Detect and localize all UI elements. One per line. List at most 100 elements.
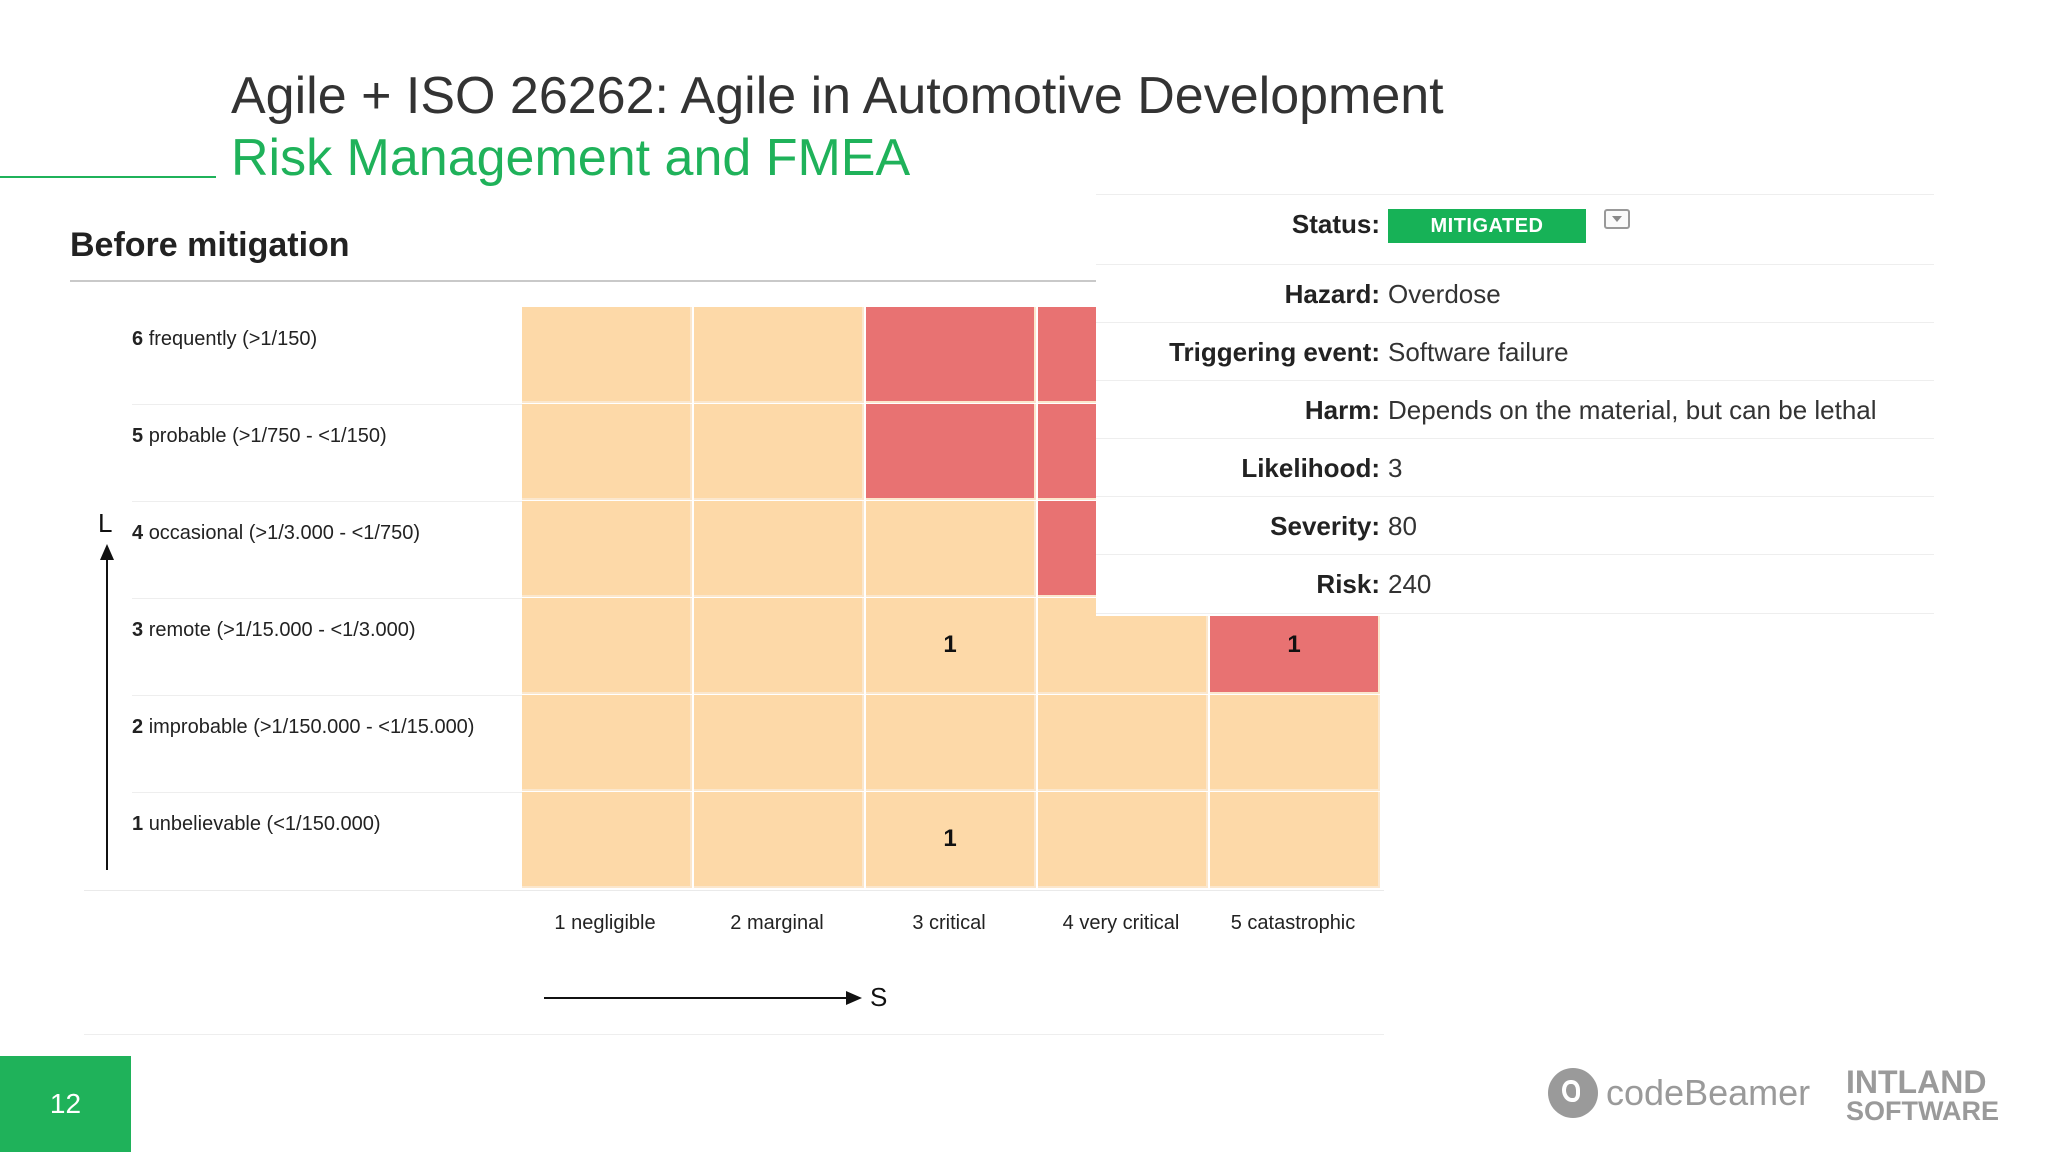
row-divider bbox=[132, 792, 522, 793]
row-number: 5 bbox=[132, 425, 144, 447]
matrix-cell bbox=[866, 501, 1036, 597]
col-number: 4 bbox=[1062, 912, 1074, 934]
likelihood-label: Likelihood: bbox=[1241, 453, 1380, 483]
matrix-cell bbox=[866, 695, 1036, 791]
col-text: negligible bbox=[571, 912, 656, 934]
matrix-cell bbox=[522, 307, 692, 403]
matrix-cell bbox=[866, 404, 1036, 500]
col-text: critical bbox=[929, 912, 986, 934]
harm-value: Depends on the material, but can be leth… bbox=[1388, 395, 1877, 425]
matrix-cell: 1 bbox=[866, 598, 1036, 694]
row-label: 4 occasional (>1/3.000 - <1/750) bbox=[132, 522, 420, 545]
row-number: 1 bbox=[132, 813, 144, 835]
row-label: 6 frequently (>1/150) bbox=[132, 328, 317, 351]
row-text: probable (>1/750 - <1/150) bbox=[148, 425, 387, 447]
detail-row-severity: Severity: 80 bbox=[1096, 496, 1934, 555]
risk-label: Risk: bbox=[1316, 569, 1380, 599]
severity-value: 80 bbox=[1388, 511, 1417, 541]
matrix-cell bbox=[694, 792, 864, 888]
company-logo-line2: SOFTWARE bbox=[1846, 1096, 1999, 1126]
matrix-cell bbox=[522, 792, 692, 888]
row-number: 2 bbox=[132, 716, 144, 738]
col-label: 2 marginal bbox=[692, 912, 862, 935]
col-number: 5 bbox=[1230, 912, 1242, 934]
detail-row-likelihood: Likelihood: 3 bbox=[1096, 438, 1934, 497]
col-number: 3 bbox=[912, 912, 924, 934]
matrix-cell bbox=[694, 598, 864, 694]
harm-label: Harm: bbox=[1304, 395, 1380, 425]
detail-row-triggering-event: Triggering event: Software failure bbox=[1096, 322, 1934, 381]
row-label: 1 unbelievable (<1/150.000) bbox=[132, 813, 381, 836]
matrix-cell bbox=[694, 501, 864, 597]
risk-value: 240 bbox=[1388, 569, 1432, 599]
row-label: 5 probable (>1/750 - <1/150) bbox=[132, 425, 387, 448]
col-label: 1 negligible bbox=[520, 912, 690, 935]
row-divider bbox=[132, 695, 522, 696]
matrix-cell bbox=[694, 404, 864, 500]
col-text: very critical bbox=[1079, 912, 1180, 934]
row-text: unbelievable (<1/150.000) bbox=[148, 813, 381, 835]
matrix-footer-divider bbox=[84, 1034, 1384, 1035]
codebeamer-logo-text: codeBeamer bbox=[1606, 1072, 1811, 1113]
matrix-cell bbox=[866, 307, 1036, 403]
likelihood-value: 3 bbox=[1388, 453, 1403, 483]
title-divider bbox=[0, 176, 216, 178]
severity-label: Severity: bbox=[1270, 511, 1380, 541]
dropdown-arrow-icon[interactable] bbox=[1604, 209, 1630, 229]
col-label: 5 catastrophic bbox=[1208, 912, 1378, 935]
hazard-value: Overdose bbox=[1388, 279, 1501, 309]
row-number: 6 bbox=[132, 328, 144, 350]
col-text: catastrophic bbox=[1247, 912, 1356, 934]
matrix-cell bbox=[1210, 792, 1380, 888]
row-divider bbox=[132, 598, 522, 599]
col-label: 4 very critical bbox=[1036, 912, 1206, 935]
section-divider bbox=[70, 280, 1100, 282]
matrix-cell bbox=[522, 501, 692, 597]
row-text: frequently (>1/150) bbox=[148, 328, 318, 350]
detail-row-status: Status: MITIGATED bbox=[1096, 194, 1934, 265]
triggering-event-value: Software failure bbox=[1388, 337, 1569, 367]
row-divider bbox=[132, 501, 522, 502]
row-divider bbox=[132, 404, 522, 405]
status-label: Status: bbox=[1291, 209, 1380, 239]
matrix-cell: 1 bbox=[866, 792, 1036, 888]
page-number: 12 bbox=[0, 1056, 131, 1152]
row-text: improbable (>1/150.000 - <1/15.000) bbox=[148, 716, 475, 738]
matrix-cell bbox=[694, 695, 864, 791]
matrix-cell bbox=[1210, 695, 1380, 791]
risk-detail-panel: Status: MITIGATED Hazard: Overdose Trigg… bbox=[1096, 194, 1934, 616]
hazard-label: Hazard: bbox=[1284, 279, 1380, 309]
likelihood-axis-line bbox=[106, 556, 108, 870]
slide-title: Agile + ISO 26262: Agile in Automotive D… bbox=[231, 67, 1444, 125]
detail-row-risk: Risk: 240 bbox=[1096, 554, 1934, 614]
row-text: remote (>1/15.000 - <1/3.000) bbox=[148, 619, 416, 641]
severity-axis-label: S bbox=[870, 982, 888, 1012]
slide-subtitle: Risk Management and FMEA bbox=[231, 129, 911, 187]
detail-row-harm: Harm: Depends on the material, but can b… bbox=[1096, 380, 1934, 439]
col-number: 1 bbox=[554, 912, 566, 934]
row-text: occasional (>1/3.000 - <1/750) bbox=[148, 522, 420, 544]
matrix-cell bbox=[522, 404, 692, 500]
row-number: 4 bbox=[132, 522, 144, 544]
likelihood-axis-label: L bbox=[98, 508, 113, 538]
status-badge: MITIGATED bbox=[1388, 209, 1586, 243]
row-label: 2 improbable (>1/150.000 - <1/15.000) bbox=[132, 716, 474, 739]
col-label: 3 critical bbox=[864, 912, 1034, 935]
matrix-cell bbox=[694, 307, 864, 403]
matrix-cell bbox=[1038, 792, 1208, 888]
row-number: 3 bbox=[132, 619, 144, 641]
severity-axis-line bbox=[544, 997, 846, 999]
up-arrow-icon bbox=[100, 544, 114, 560]
col-number: 2 bbox=[730, 912, 742, 934]
matrix-bottom-divider bbox=[84, 890, 1384, 891]
col-text: marginal bbox=[746, 912, 824, 934]
detail-row-hazard: Hazard: Overdose bbox=[1096, 264, 1934, 323]
row-label: 3 remote (>1/15.000 - <1/3.000) bbox=[132, 619, 416, 642]
matrix-cell bbox=[1038, 695, 1208, 791]
section-title: Before mitigation bbox=[70, 226, 350, 264]
company-logo-line1: INTLAND bbox=[1846, 1064, 1987, 1100]
codebeamer-logo-icon bbox=[1548, 1068, 1598, 1118]
triggering-event-label: Triggering event: bbox=[1169, 337, 1380, 367]
right-arrow-icon bbox=[846, 991, 862, 1005]
matrix-cell bbox=[522, 695, 692, 791]
